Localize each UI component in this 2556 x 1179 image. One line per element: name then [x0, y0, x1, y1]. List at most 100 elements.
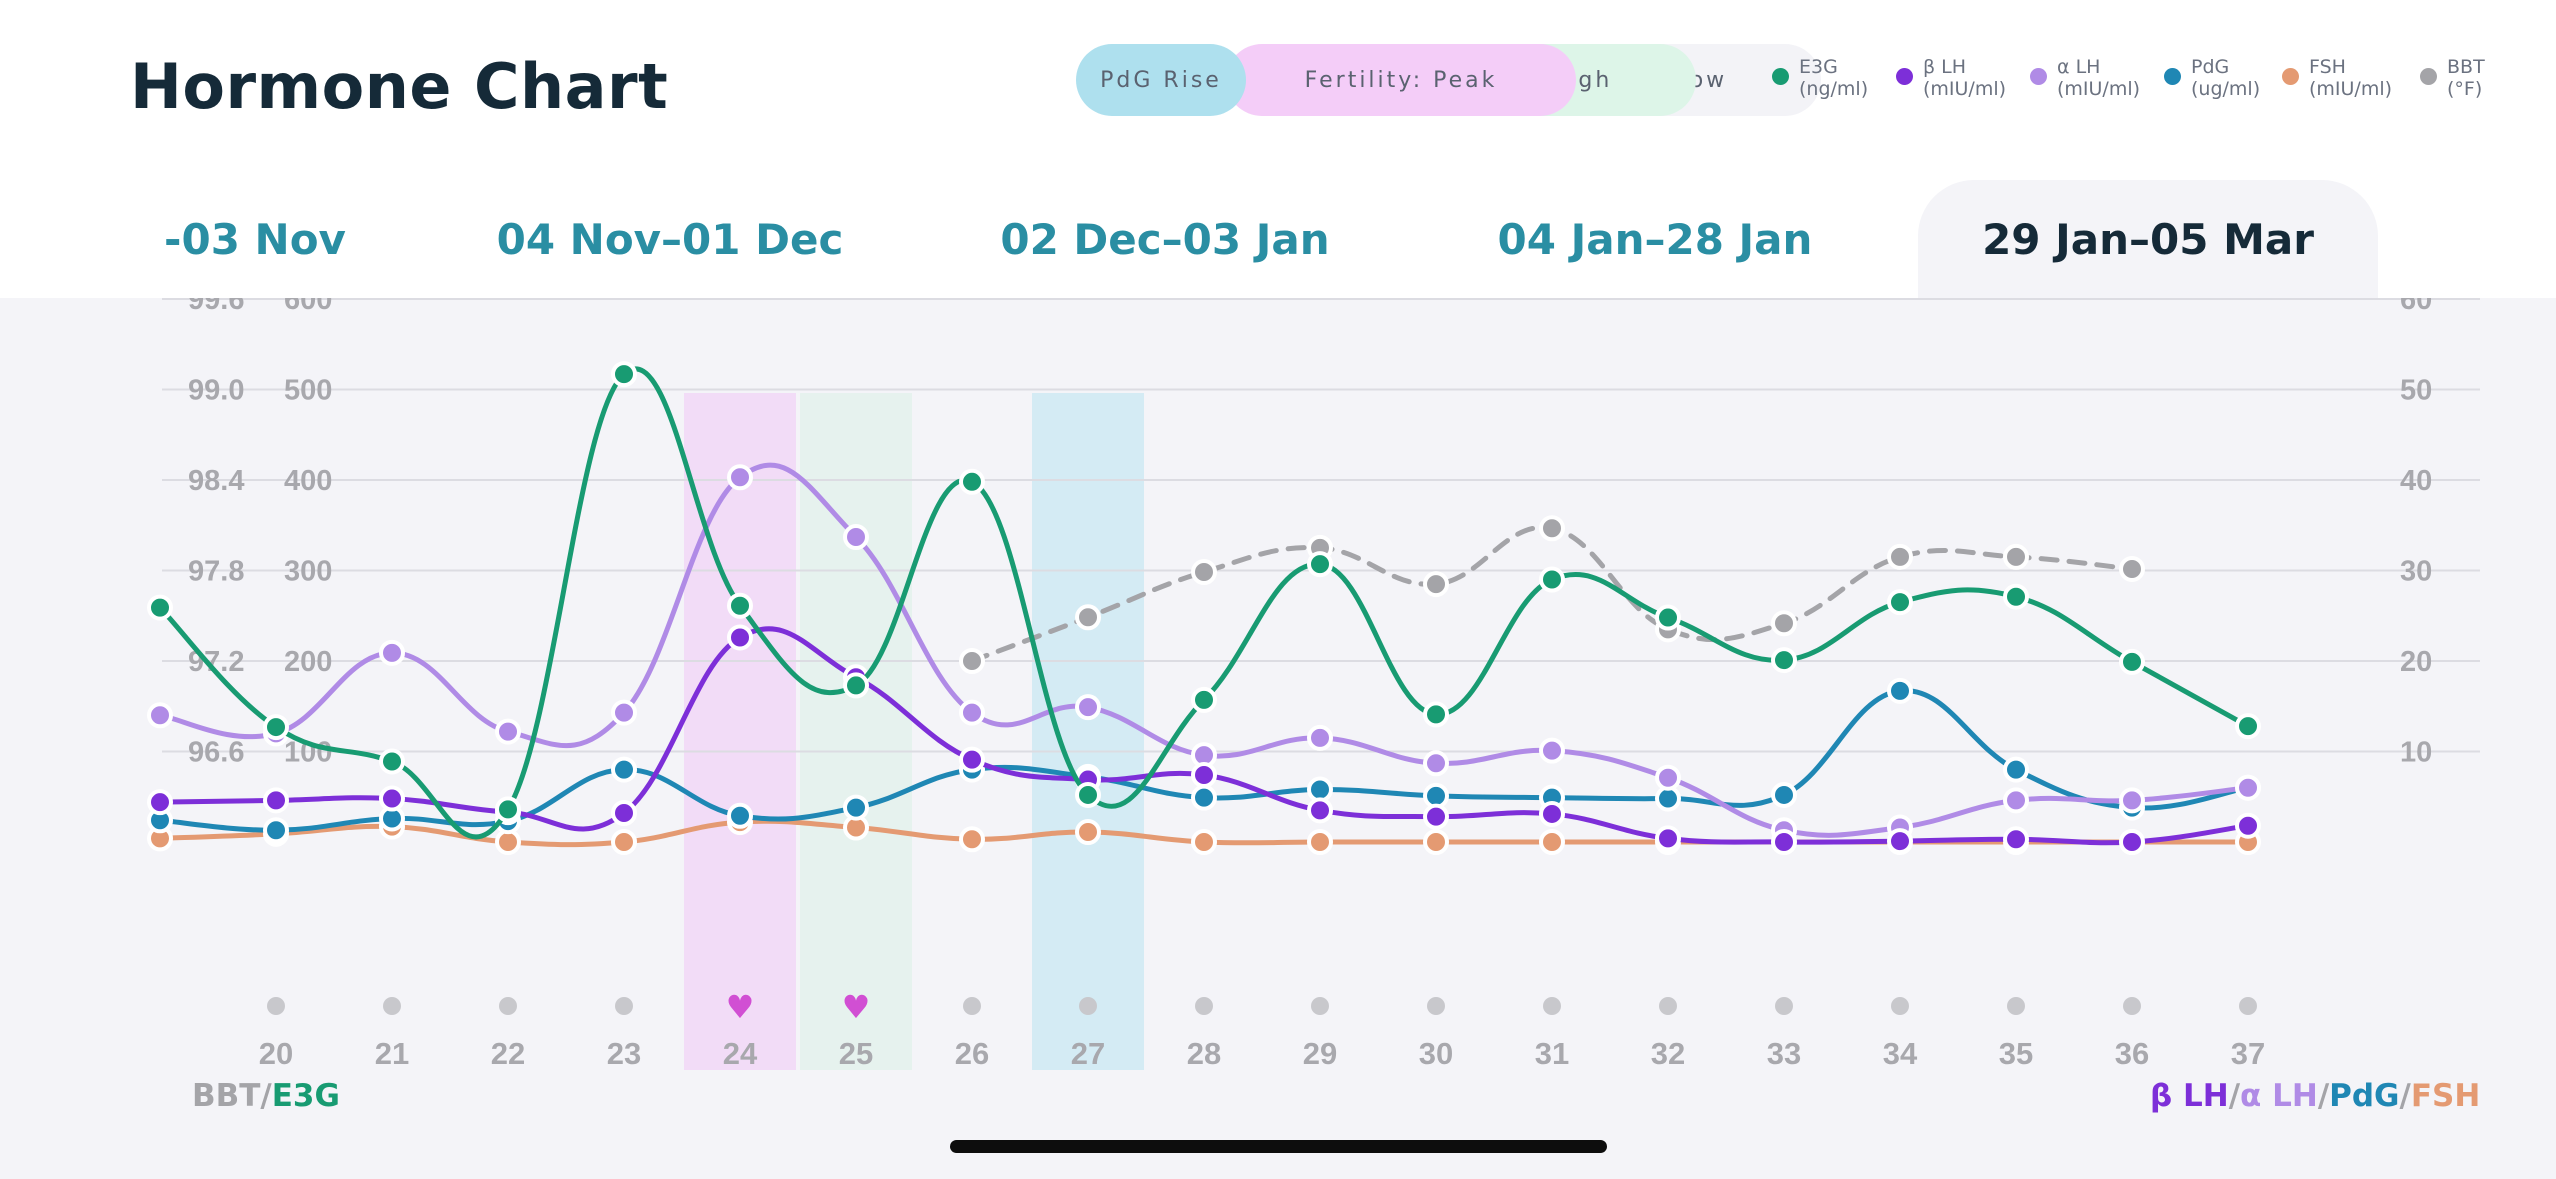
chart-area: 99.6 99.0 98.4 97.8 97.2 96.6 600 500 400 300 200 1…: [0, 298, 2556, 1179]
day-dot: [1195, 997, 1213, 1015]
phase-pill-fertility-peak: Fertility: Peak: [1226, 44, 1576, 116]
x-tick-label: 28: [1187, 1036, 1221, 1071]
y-tick-label-e3g: 300: [284, 556, 332, 588]
y-tick-label-e3g: 400: [284, 465, 332, 497]
legend-dot-icon: [1772, 68, 1789, 85]
legend-label: FSH: [2309, 56, 2346, 78]
day-dot: [2123, 997, 2141, 1015]
data-point-beta-lh: [379, 785, 405, 812]
data-point-e3g: [263, 714, 289, 741]
data-point-beta-lh: [1191, 762, 1217, 789]
day-dot: [1891, 997, 1909, 1015]
legend-unit: (mIU/ml): [2057, 78, 2141, 100]
y-tick-label-right: 30: [2400, 556, 2432, 588]
data-point-fsh: [1307, 829, 1333, 855]
data-point-pdg: [727, 802, 753, 829]
legend-item-bbt: BBT (°F): [2420, 56, 2485, 100]
x-tick-label: 29: [1303, 1036, 1337, 1071]
data-point-beta-lh: [1887, 828, 1913, 855]
data-point-e3g: [495, 796, 521, 823]
tab-range-5[interactable]: 29 Jan–05 Mar: [1918, 180, 2378, 298]
data-point-alpha-lh: [1539, 737, 1565, 764]
legend-dot-icon: [2164, 68, 2181, 85]
data-point-fsh: [1539, 829, 1565, 855]
x-tick-label: 32: [1651, 1036, 1685, 1071]
day-dot: [1311, 997, 1329, 1015]
x-tick-label: 37: [2231, 1036, 2265, 1071]
data-point-fsh: [1075, 819, 1101, 846]
y-tick-label-bbt: 98.4: [188, 465, 244, 497]
tab-range-2[interactable]: 04 Nov–01 Dec: [496, 214, 844, 264]
x-tick-label: 24: [723, 1036, 758, 1071]
data-point-alpha-lh: [727, 464, 753, 491]
y-tick-label-right: 10: [2400, 737, 2432, 769]
x-tick-label: 23: [607, 1036, 641, 1071]
tab-range-1[interactable]: -03 Nov: [164, 214, 346, 264]
tab-range-4[interactable]: 04 Jan–28 Jan: [1497, 214, 1813, 264]
data-point-e3g: [1771, 647, 1797, 674]
data-point-beta-lh: [2235, 812, 2261, 839]
hormone-chart: 99.699.098.497.897.296.66005004003002001…: [147, 298, 2480, 1071]
data-point-alpha-lh: [2003, 787, 2029, 814]
data-point-beta-lh: [1655, 825, 1681, 852]
data-point-alpha-lh: [147, 702, 173, 729]
y-tick-label-bbt: 99.6: [188, 298, 244, 316]
legend-label: E3G: [1799, 56, 1838, 78]
legend-label: α LH: [2057, 56, 2101, 78]
data-point-beta-lh: [1539, 800, 1565, 827]
x-tick-label: 25: [839, 1036, 873, 1071]
page-title: Hormone Chart: [130, 50, 669, 123]
y-tick-label-e3g: 500: [284, 375, 332, 407]
data-point-alpha-lh: [2119, 787, 2145, 814]
y-tick-label-right: 50: [2400, 375, 2432, 407]
data-point-e3g: [1191, 686, 1217, 713]
day-dot: [2007, 997, 2025, 1015]
data-point-beta-lh: [147, 789, 173, 816]
x-tick-label: 22: [491, 1036, 525, 1071]
data-point-bbt: [959, 648, 985, 674]
y-tick-label-right: 60: [2400, 298, 2432, 316]
data-point-fsh: [611, 829, 637, 855]
legend-item-e3g: E3G (ng/ml): [1772, 56, 1868, 100]
x-tick-label: 27: [1071, 1036, 1105, 1071]
data-point-bbt: [1539, 515, 1565, 542]
x-tick-label: 30: [1419, 1036, 1453, 1071]
legend-item-beta-lh: β LH (mIU/ml): [1896, 56, 2006, 100]
data-point-e3g: [1887, 589, 1913, 616]
data-point-bbt: [1423, 571, 1449, 598]
legend-item-pdg: PdG (ug/ml): [2164, 56, 2260, 100]
data-point-alpha-lh: [1423, 750, 1449, 777]
data-point-pdg: [263, 817, 289, 844]
data-point-e3g: [1075, 781, 1101, 808]
data-point-bbt: [1075, 604, 1101, 631]
data-point-beta-lh: [2003, 826, 2029, 853]
data-point-fsh: [495, 829, 521, 855]
y-tick-label-bbt: 99.0: [188, 375, 244, 407]
right-axis-key: β LH/α LH/PdG/FSH: [2150, 1078, 2480, 1114]
x-tick-label: 21: [375, 1036, 409, 1071]
data-point-bbt: [1887, 543, 1913, 570]
data-point-beta-lh: [1307, 797, 1333, 824]
tab-range-3[interactable]: 02 Dec–03 Jan: [1000, 214, 1330, 264]
legend-unit: (ug/ml): [2191, 78, 2261, 100]
phase-pill-pdg-rise: PdG Rise: [1076, 44, 1246, 116]
right-axis-key-slash: /: [2399, 1078, 2411, 1114]
data-point-beta-lh: [2119, 829, 2145, 855]
data-point-bbt: [2003, 543, 2029, 570]
left-axis-key: BBT/E3G: [192, 1078, 340, 1114]
data-point-fsh: [1191, 829, 1217, 855]
data-point-e3g: [2119, 648, 2145, 675]
data-point-bbt: [1771, 610, 1797, 637]
data-point-e3g: [2003, 583, 2029, 610]
data-point-e3g: [1307, 551, 1333, 578]
legend-dot-icon: [1896, 68, 1913, 85]
data-point-beta-lh: [611, 800, 637, 827]
data-point-alpha-lh: [843, 524, 869, 551]
data-point-pdg: [1771, 781, 1797, 808]
data-point-pdg: [1307, 776, 1333, 803]
legend-label: β LH: [1923, 56, 1967, 78]
home-indicator[interactable]: [950, 1140, 1607, 1153]
legend-unit: (mIU/ml): [2309, 78, 2393, 100]
legend-item-fsh: FSH (mIU/ml): [2282, 56, 2392, 100]
data-point-pdg: [1887, 677, 1913, 704]
